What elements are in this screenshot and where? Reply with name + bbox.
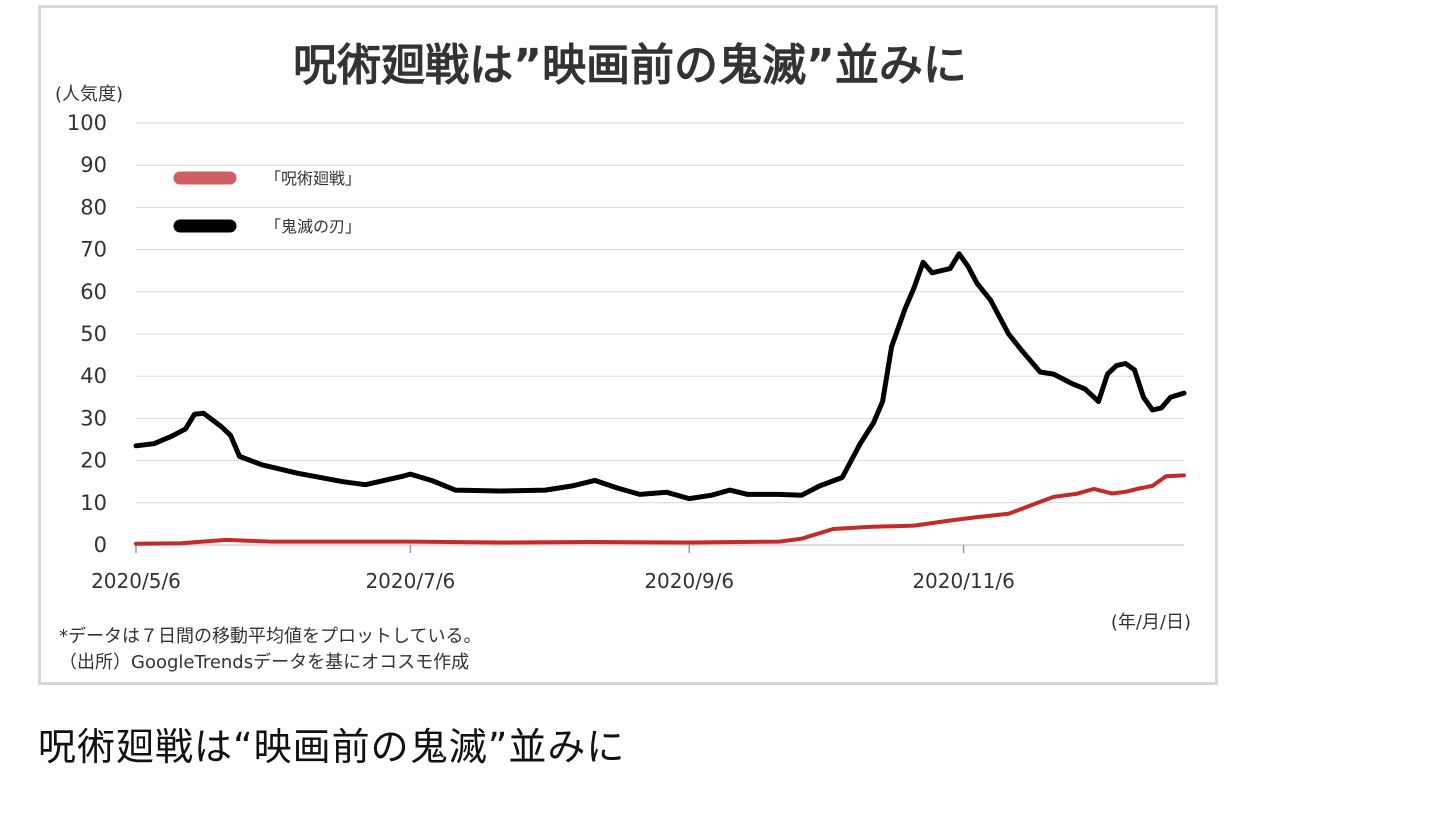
y-axis-label: (人気度) (55, 84, 123, 105)
gridlines (136, 122, 1184, 546)
x-tick-label-2: 2020/9/6 (644, 569, 734, 593)
x-tick-label-3: 2020/11/6 (912, 569, 1015, 593)
x-axis-ticks: 2020/5/6 2020/7/6 2020/9/6 2020/11/6 (91, 545, 1015, 593)
chart-figure: 呪術廻戦は”映画前の鬼滅”並みに (人気度) (年/月/日) *データは７日間の… (38, 5, 1218, 685)
footnote-source: （出所）GoogleTrendsデータを基にオコスモ作成 (59, 652, 469, 673)
legend-label-1: 「鬼滅の刃」 (265, 217, 361, 236)
y-tick-label-20: 20 (80, 449, 107, 473)
line-chart: 呪術廻戦は”映画前の鬼滅”並みに (人気度) (年/月/日) *データは７日間の… (55, 40, 1191, 673)
y-tick-label-70: 70 (80, 238, 107, 262)
y-tick-label-80: 80 (80, 195, 107, 219)
y-tick-label-90: 90 (80, 153, 107, 177)
x-tick-label-1: 2020/7/6 (365, 569, 455, 593)
y-tick-label-50: 50 (80, 322, 107, 346)
series-lines (133, 251, 1187, 546)
x-tick-label-0: 2020/5/6 (91, 569, 181, 593)
y-axis-ticks: 0 10 20 30 40 50 60 70 80 90 100 (67, 111, 107, 557)
series-line-1 (133, 251, 1187, 502)
chart-title: 呪術廻戦は”映画前の鬼滅”並みに (293, 40, 967, 91)
y-tick-label-60: 60 (80, 280, 107, 304)
y-tick-label-10: 10 (80, 491, 107, 515)
y-tick-label-40: 40 (80, 364, 107, 388)
y-tick-label-0: 0 (94, 533, 107, 557)
legend-label-0: 「呪術廻戦」 (265, 169, 361, 188)
x-axis-label: (年/月/日) (1111, 612, 1191, 633)
y-tick-label-100: 100 (67, 111, 107, 135)
page-caption: 呪術廻戦は“映画前の鬼滅”並みに (38, 725, 626, 769)
series-line-0 (134, 473, 1186, 546)
footnote-moving-average: *データは７日間の移動平均値をプロットしている。 (59, 626, 481, 647)
legend: 「呪術廻戦」「鬼滅の刃」 (173, 169, 361, 236)
y-tick-label-30: 30 (80, 406, 107, 430)
